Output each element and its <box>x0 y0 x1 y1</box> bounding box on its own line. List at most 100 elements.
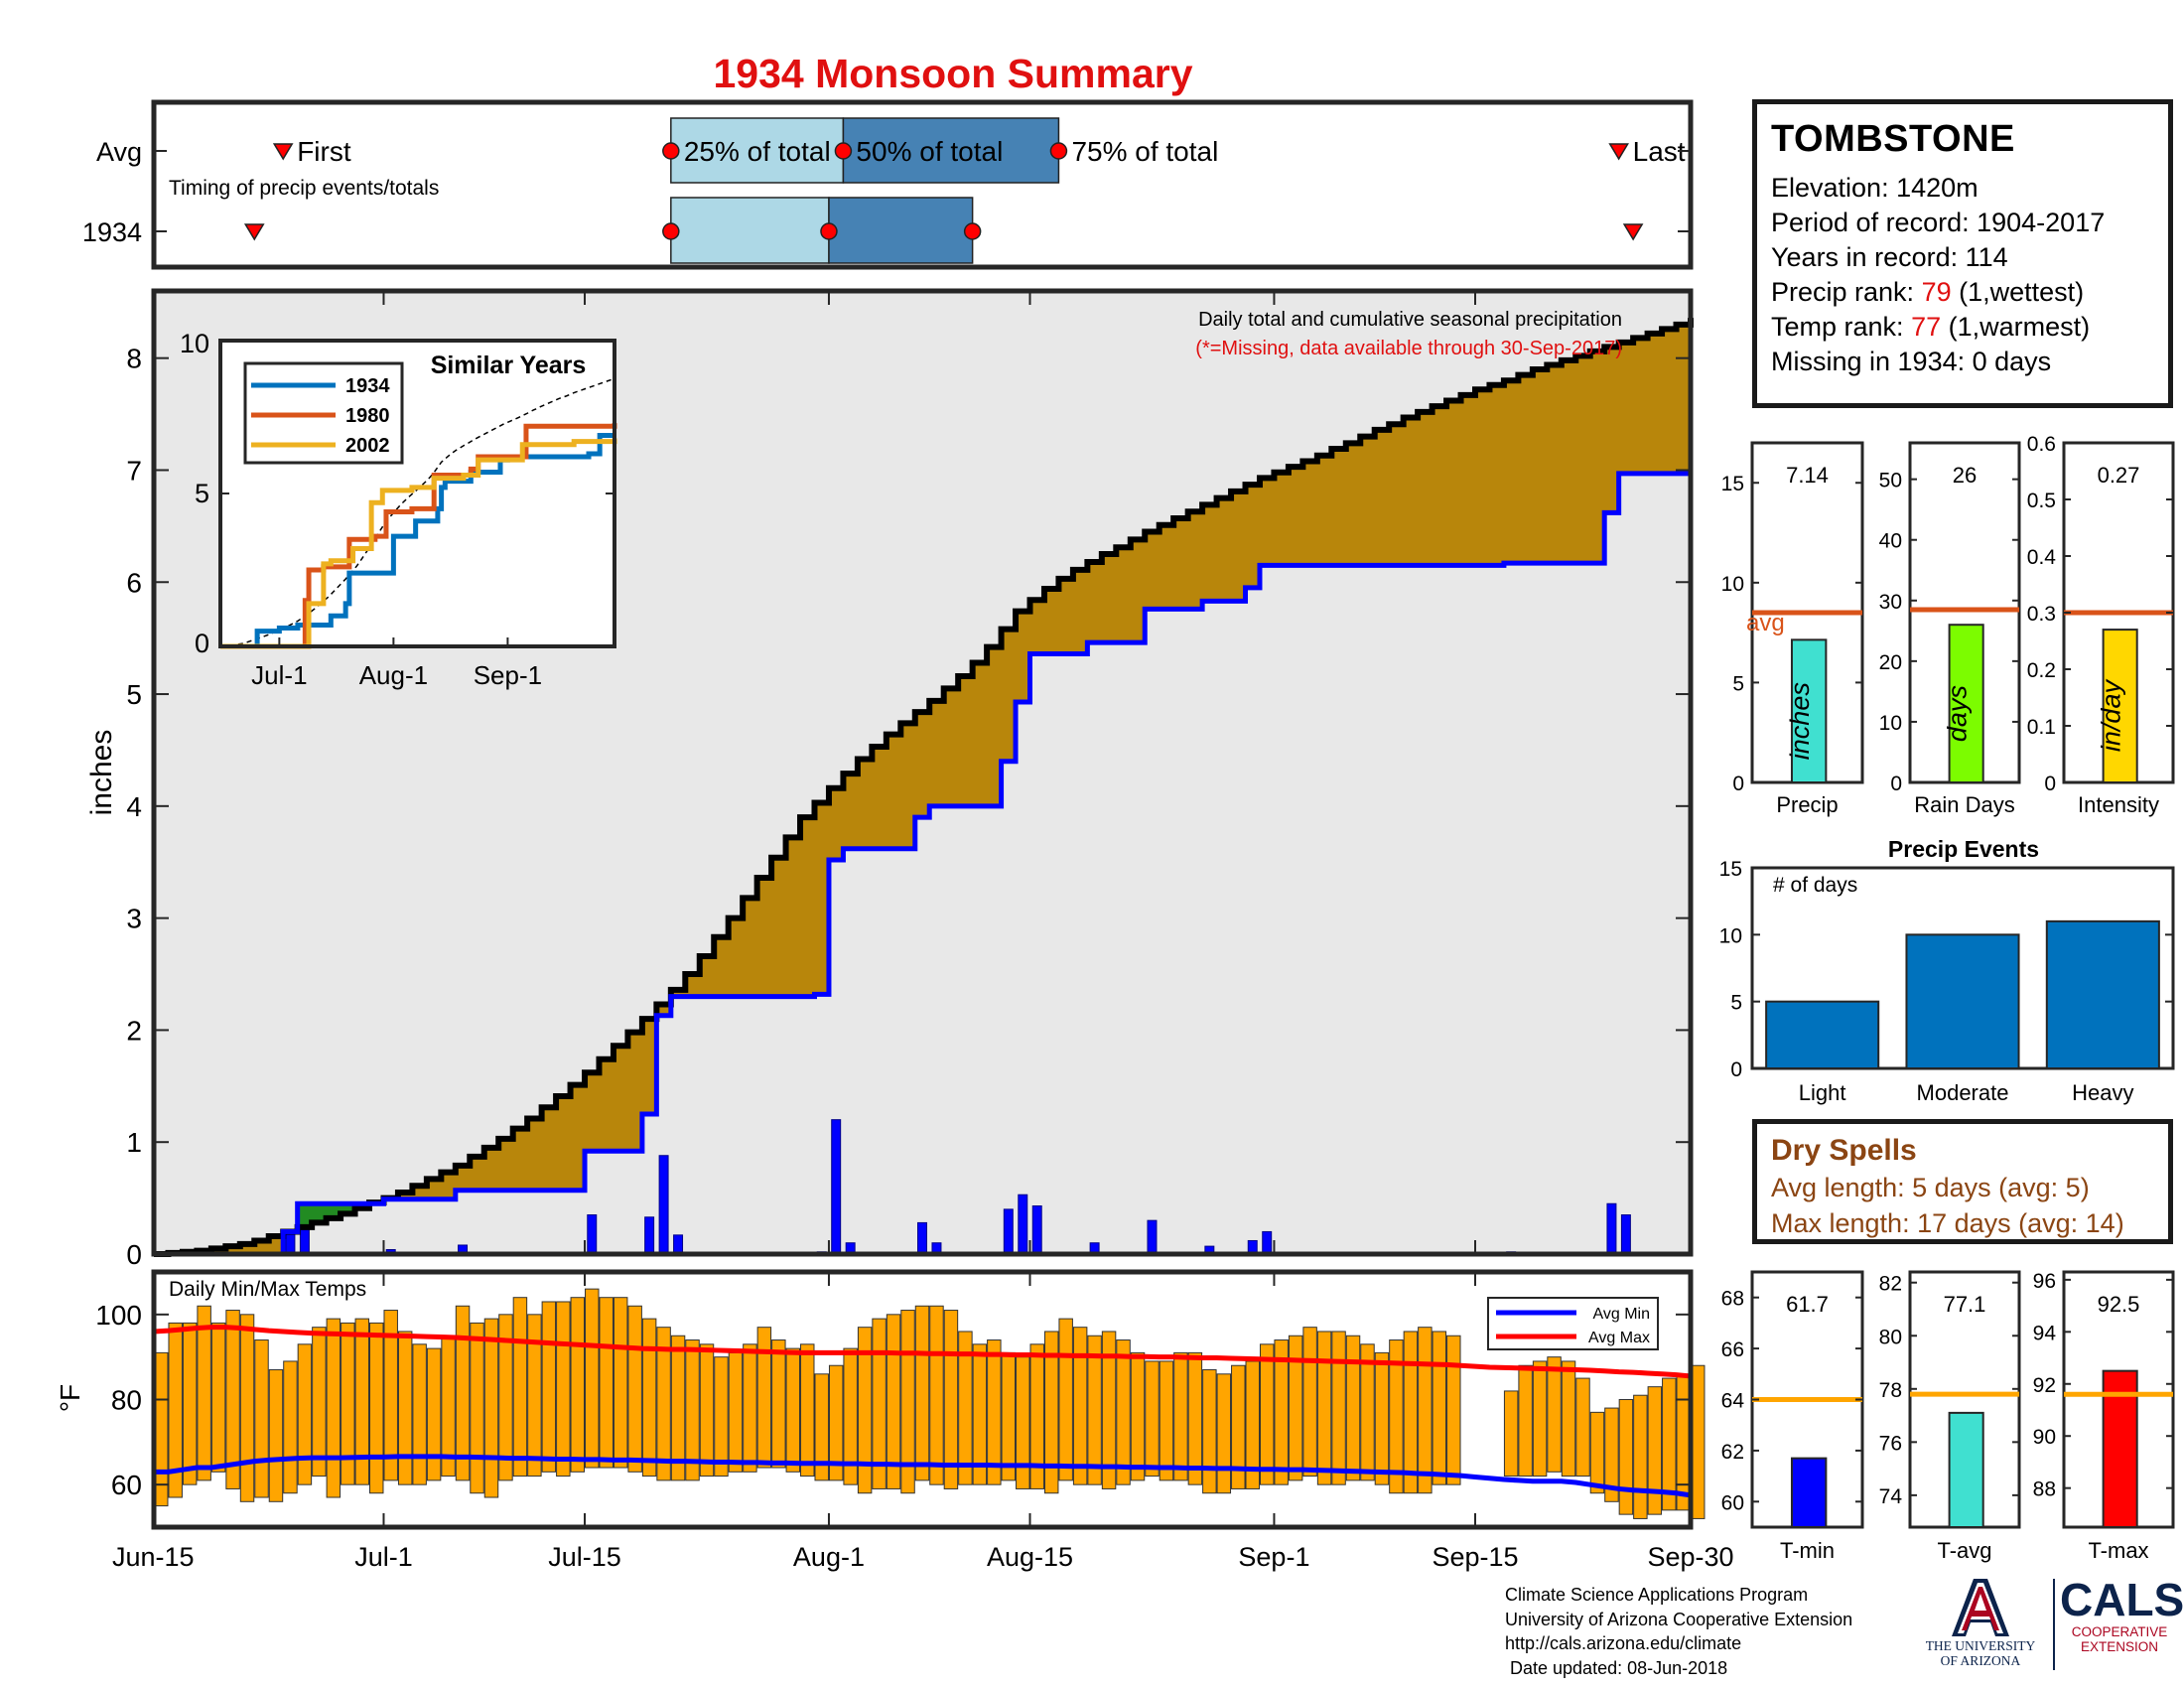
daily-temp-bar <box>498 1314 513 1481</box>
daily-temp-bar <box>1029 1343 1044 1489</box>
summary-ytick-label: 30 <box>1879 591 1902 614</box>
summary-category-label: Intensity <box>2078 792 2159 817</box>
daily-temp-bar <box>1575 1377 1590 1477</box>
summary-category-label: T-max <box>2088 1538 2148 1563</box>
summary-value-label: 92.5 <box>2098 1292 2140 1317</box>
daily-temp-bar <box>1403 1331 1419 1494</box>
summary-ytick-label: 10 <box>1721 573 1744 596</box>
summary-category-label: T-min <box>1780 1538 1835 1563</box>
similar-xtick-label: Jul-1 <box>251 660 307 690</box>
summary-ytick-label: 60 <box>1721 1491 1744 1514</box>
dry-spells-max-length: Max length: 17 days (avg: 14) <box>1771 1208 2124 1238</box>
date-axis-label: Jun-15 <box>112 1542 195 1572</box>
daily-precip-bar <box>673 1234 684 1255</box>
timing-label-q50: 50% of total <box>856 136 1003 167</box>
temp-marks <box>153 1288 1706 1519</box>
daily-temp-bar <box>168 1322 183 1498</box>
logo-divider <box>2053 1579 2055 1670</box>
daily-temp-bar <box>512 1297 528 1477</box>
temp-rank-value: 77 <box>1911 312 1942 342</box>
summary-ytick-label: 0 <box>1890 773 1902 795</box>
daily-temp-bar <box>470 1322 484 1494</box>
timing-triangle-first <box>272 143 294 161</box>
cals-wordmark: CALS <box>2060 1574 2184 1625</box>
footer-line-1: Climate Science Applications Program <box>1505 1585 1809 1605</box>
date-axis-label: Jul-1 <box>354 1542 413 1572</box>
daily-precip-bar <box>299 1225 310 1255</box>
summary-ytick-label: 82 <box>1879 1273 1902 1296</box>
daily-temp-bar <box>1662 1377 1677 1511</box>
daily-temp-bar <box>1259 1343 1275 1485</box>
daily-temp-bar <box>483 1318 499 1498</box>
precip-chart-subtitle: (*=Missing, data available through 30-Se… <box>1195 338 1622 359</box>
daily-precip-bar <box>1018 1194 1028 1255</box>
daily-temp-bar <box>958 1331 973 1485</box>
summary-ytick-label: 80 <box>1879 1326 1902 1348</box>
daily-temp-bar <box>527 1314 542 1477</box>
events-bar-heavy <box>2045 919 2160 1069</box>
daily-temp-bar <box>987 1339 1002 1485</box>
daily-precip-bar <box>1003 1208 1014 1255</box>
events-ytick-label: 0 <box>1730 1058 1742 1081</box>
station-precip-rank: Precip rank: 79 (1,wettest) <box>1771 275 2154 310</box>
daily-temp-bar <box>1547 1356 1562 1473</box>
similar-legend-label-1934: 1934 <box>345 375 390 397</box>
timing-label-first: First <box>297 136 351 167</box>
daily-temp-bar <box>412 1343 427 1485</box>
station-info-box: TOMBSTONE Elevation: 1420m Period of rec… <box>1752 99 2173 408</box>
similar-years-line-2002 <box>220 438 617 649</box>
events-ytick-label: 5 <box>1730 992 1742 1015</box>
daily-temp-bar <box>699 1343 715 1477</box>
precip-rank-suffix: (1,wettest) <box>1951 277 2085 307</box>
temp-rank-suffix: (1,warmest) <box>1941 312 2091 342</box>
daily-temp-bar <box>1016 1356 1030 1489</box>
summary-bar-intensity <box>2102 629 2138 783</box>
temp-ylabel: °F <box>55 1384 85 1412</box>
summary-ytick-label: 94 <box>2033 1322 2057 1344</box>
daily-temp-bar <box>426 1347 442 1481</box>
daily-temp-bar <box>1589 1411 1605 1494</box>
daily-temp-bar <box>771 1339 786 1469</box>
summary-category-label: Precip <box>1776 792 1838 817</box>
avg-min-line <box>154 1454 1692 1498</box>
daily-temp-bar <box>728 1351 744 1473</box>
precip-common-area <box>154 473 1691 1254</box>
temp-axes: 60 80 100 Jun-15 Jul-1 Jul-15 Aug-1 Aug-15 Sep-1… <box>95 1272 1734 1572</box>
daily-temp-bar <box>1159 1360 1174 1481</box>
cals-line-2: EXTENSION <box>2080 1639 2158 1654</box>
daily-precip-bar <box>587 1214 598 1255</box>
precip-ytick-label: 7 <box>126 455 142 486</box>
daily-temp-bar <box>1647 1386 1663 1515</box>
summary-unit-label: in/day <box>2097 679 2126 753</box>
precip-ytick-label: 1 <box>126 1127 142 1158</box>
daily-temp-bar <box>1561 1360 1576 1477</box>
precip-ytick-label: 6 <box>126 567 142 598</box>
daily-temp-bar <box>599 1297 614 1469</box>
daily-precip-bar <box>1147 1219 1158 1255</box>
summary-value-label: 26 <box>1953 463 1977 488</box>
similar-legend-label-1980: 1980 <box>345 405 390 427</box>
timing-marker-q50 <box>820 222 838 240</box>
footer-line-2: University of Arizona Cooperative Extens… <box>1505 1609 1853 1629</box>
daily-temp-bar <box>585 1288 600 1469</box>
summary-ytick-label: 90 <box>2033 1426 2056 1449</box>
station-years: Years in record: 114 <box>1771 242 2008 272</box>
daily-temp-bar <box>1316 1331 1332 1485</box>
daily-temp-bar <box>541 1301 557 1473</box>
daily-temp-bar <box>1389 1339 1404 1494</box>
daily-temp-bar <box>1331 1331 1346 1485</box>
daily-temp-bar <box>1691 1364 1706 1519</box>
summary-ytick-label: 5 <box>1732 672 1744 695</box>
timing-panel: Avg 1934 Timing of precip events/totals … <box>82 99 1694 270</box>
daily-temp-bar <box>1145 1360 1160 1477</box>
timing-label-q75: 75% of total <box>1071 136 1218 167</box>
daily-temp-bar <box>1446 1335 1461 1485</box>
similar-xtick-label: Aug-1 <box>359 660 428 690</box>
daily-precip-bar <box>1620 1214 1631 1255</box>
arizona-a-icon <box>1952 1579 2009 1636</box>
summary-ytick-label: 92 <box>2033 1374 2056 1397</box>
similar-years-legend: 1934 1980 2002 <box>243 361 404 465</box>
daily-temp-bar <box>886 1314 901 1489</box>
precip-ylabel: inches <box>85 730 118 816</box>
summary-ytick-label: 88 <box>2033 1478 2056 1501</box>
